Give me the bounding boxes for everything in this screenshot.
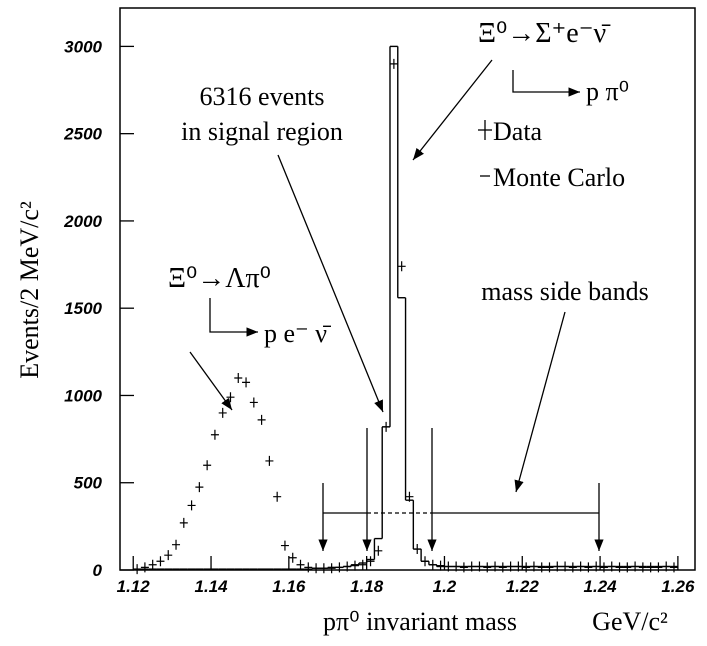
data-point xyxy=(280,540,289,551)
x-axis-title: pπ⁰ invariant mass xyxy=(323,607,517,636)
annotation: in signal region xyxy=(181,117,343,146)
data-point xyxy=(397,261,406,272)
data-point xyxy=(669,562,678,573)
annotation: mass side bands xyxy=(481,277,649,306)
data-point xyxy=(459,562,468,573)
arrow xyxy=(514,311,566,493)
arrow xyxy=(189,351,233,411)
decay-label: p e⁻ ν̄ xyxy=(264,319,331,348)
data-point xyxy=(164,550,173,561)
data-point xyxy=(545,562,554,573)
data-point xyxy=(304,562,313,573)
data-point xyxy=(273,491,282,502)
data-point xyxy=(249,397,258,408)
x-tick-label: 1.24 xyxy=(584,577,618,596)
annotation: 6316 events xyxy=(200,82,325,111)
plot-frame xyxy=(119,7,696,571)
data-point xyxy=(623,562,632,573)
data-point xyxy=(615,562,624,573)
data-point xyxy=(218,407,227,418)
decay-hook xyxy=(512,70,580,97)
data-point xyxy=(522,562,531,573)
data-point xyxy=(327,563,336,574)
data-point xyxy=(203,460,212,471)
data-point xyxy=(599,562,608,573)
data-point xyxy=(296,559,305,570)
data-point xyxy=(436,560,445,571)
data-point xyxy=(210,429,219,440)
data-point xyxy=(179,517,188,528)
decay-label: Ξ⁰→Λπ⁰ xyxy=(168,263,271,294)
data-point xyxy=(366,556,375,567)
y-axis-title: Events/2 MeV/c² xyxy=(15,201,44,379)
data-point xyxy=(265,455,274,466)
data-point xyxy=(234,373,243,384)
data-point xyxy=(537,562,546,573)
data-point xyxy=(350,560,359,571)
data-point xyxy=(498,562,507,573)
data-point xyxy=(483,562,492,573)
y-tick-label: 500 xyxy=(74,474,103,493)
x-tick-label: 1.22 xyxy=(506,577,540,596)
decay-hook xyxy=(209,298,258,337)
legend-label: Monte Carlo xyxy=(493,163,625,192)
data-point xyxy=(257,414,266,425)
data-point xyxy=(195,482,204,493)
data-point xyxy=(654,562,663,573)
data-point xyxy=(638,562,647,573)
data-point xyxy=(156,556,165,567)
legend: Data Monte Carlo xyxy=(478,117,625,192)
legend-label: Data xyxy=(493,117,543,146)
data-point xyxy=(646,562,655,573)
y-tick-label: 2500 xyxy=(63,125,102,144)
x-tick-label: 1.2 xyxy=(433,577,457,596)
x-tick-label: 1.14 xyxy=(194,577,228,596)
data-point xyxy=(568,562,577,573)
data-point xyxy=(226,392,235,403)
decay-label: Ξ⁰→Σ⁺e⁻ν̄ xyxy=(478,18,611,49)
data-point xyxy=(288,552,297,563)
data-point xyxy=(172,539,181,550)
y-tick-label: 1000 xyxy=(64,386,102,405)
data-point xyxy=(242,377,251,388)
x-tick-label: 1.16 xyxy=(272,577,306,596)
x-tick-label: 1.26 xyxy=(661,577,695,596)
data-point xyxy=(374,545,383,556)
x-tick-label: 1.12 xyxy=(117,577,151,596)
arrow xyxy=(277,154,384,413)
y-tick-label: 2000 xyxy=(63,212,102,231)
y-tick-label: 0 xyxy=(93,561,103,580)
data-point xyxy=(187,500,196,511)
arrow xyxy=(412,59,493,161)
data-point xyxy=(140,562,149,573)
data-point xyxy=(389,58,398,69)
x-axis-unit: GeV/c² xyxy=(592,607,668,636)
y-tick-label: 3000 xyxy=(64,37,102,56)
data-point xyxy=(584,562,593,573)
y-tick-label: 1500 xyxy=(64,299,102,318)
data-point xyxy=(148,559,157,570)
x-tick-label: 1.18 xyxy=(350,577,384,596)
decay-label: p π⁰ xyxy=(586,77,629,106)
data-point xyxy=(358,559,367,570)
